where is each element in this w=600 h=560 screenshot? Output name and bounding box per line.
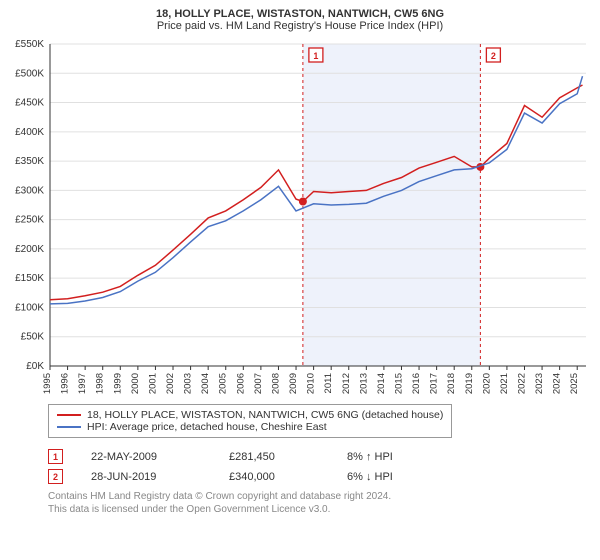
svg-text:2013: 2013: [358, 373, 369, 394]
svg-text:2000: 2000: [130, 373, 141, 394]
sale-marker: 1: [48, 449, 63, 464]
line-chart: £0K £50K £100K £150K £200K £250K £300K £350K £40…: [8, 38, 592, 398]
svg-text:2021: 2021: [499, 373, 510, 394]
svg-text:£100K: £100K: [15, 302, 44, 313]
legend: 18, HOLLY PLACE, WISTASTON, NANTWICH, CW…: [48, 404, 452, 438]
legend-swatch: [57, 414, 81, 416]
svg-text:£0K: £0K: [26, 361, 44, 372]
sale-delta: 6% ↓ HPI: [347, 471, 393, 483]
svg-text:2: 2: [491, 51, 496, 61]
footnote: Contains HM Land Registry data © Crown c…: [48, 490, 592, 516]
svg-text:2022: 2022: [516, 373, 527, 394]
sale-marker: 2: [48, 469, 63, 484]
sale-delta: 8% ↑ HPI: [347, 451, 393, 463]
svg-text:£400K: £400K: [15, 127, 44, 138]
svg-text:2020: 2020: [481, 373, 492, 394]
svg-text:1998: 1998: [95, 373, 106, 394]
svg-text:2004: 2004: [200, 373, 211, 394]
sale-date: 22-MAY-2009: [91, 451, 201, 463]
svg-text:£250K: £250K: [15, 215, 44, 226]
svg-text:1995: 1995: [42, 373, 53, 394]
svg-text:2015: 2015: [393, 373, 404, 394]
sale-row: 1 22-MAY-2009 £281,450 8% ↑ HPI: [48, 449, 592, 464]
sale-price: £281,450: [229, 451, 319, 463]
svg-text:2011: 2011: [323, 373, 334, 393]
svg-text:1996: 1996: [60, 373, 71, 394]
svg-text:£150K: £150K: [15, 273, 44, 284]
legend-swatch: [57, 426, 81, 428]
svg-text:2018: 2018: [446, 373, 457, 394]
svg-text:2024: 2024: [552, 373, 563, 394]
svg-text:£500K: £500K: [15, 68, 44, 79]
svg-text:2010: 2010: [306, 373, 317, 394]
chart-title: 18, HOLLY PLACE, WISTASTON, NANTWICH, CW…: [8, 8, 592, 20]
svg-text:£200K: £200K: [15, 244, 44, 255]
legend-label: HPI: Average price, detached house, Ches…: [87, 421, 327, 433]
svg-text:£300K: £300K: [15, 185, 44, 196]
svg-text:1: 1: [313, 51, 318, 61]
svg-text:2006: 2006: [235, 373, 246, 394]
chart-subtitle: Price paid vs. HM Land Registry's House …: [8, 20, 592, 32]
sale-price: £340,000: [229, 471, 319, 483]
sales-table: 1 22-MAY-2009 £281,450 8% ↑ HPI 2 28-JUN-2019…: [48, 449, 592, 484]
svg-text:2005: 2005: [218, 373, 229, 394]
svg-text:2012: 2012: [341, 373, 352, 394]
svg-text:2023: 2023: [534, 373, 545, 394]
chart-container: £0K £50K £100K £150K £200K £250K £300K £350K £40…: [8, 38, 592, 398]
legend-label: 18, HOLLY PLACE, WISTASTON, NANTWICH, CW…: [87, 409, 443, 421]
footnote-line-2: This data is licensed under the Open Gov…: [48, 503, 592, 516]
svg-text:2003: 2003: [183, 373, 194, 394]
svg-text:£550K: £550K: [15, 39, 44, 50]
svg-text:2001: 2001: [147, 373, 158, 394]
svg-text:2025: 2025: [569, 373, 580, 394]
legend-item: HPI: Average price, detached house, Ches…: [57, 421, 443, 433]
svg-text:2017: 2017: [429, 373, 440, 394]
svg-text:2016: 2016: [411, 373, 422, 394]
svg-text:2019: 2019: [464, 373, 475, 394]
svg-text:£350K: £350K: [15, 156, 44, 167]
sale-row: 2 28-JUN-2019 £340,000 6% ↓ HPI: [48, 469, 592, 484]
svg-text:2007: 2007: [253, 373, 264, 394]
legend-item: 18, HOLLY PLACE, WISTASTON, NANTWICH, CW…: [57, 409, 443, 421]
svg-text:2002: 2002: [165, 373, 176, 394]
svg-text:1999: 1999: [112, 373, 123, 394]
footnote-line-1: Contains HM Land Registry data © Crown c…: [48, 490, 592, 503]
svg-text:1997: 1997: [77, 373, 88, 394]
sale-date: 28-JUN-2019: [91, 471, 201, 483]
svg-text:2014: 2014: [376, 373, 387, 394]
svg-text:£450K: £450K: [15, 98, 44, 109]
svg-text:2009: 2009: [288, 373, 299, 394]
svg-text:2008: 2008: [270, 373, 281, 394]
svg-text:£50K: £50K: [21, 332, 45, 343]
